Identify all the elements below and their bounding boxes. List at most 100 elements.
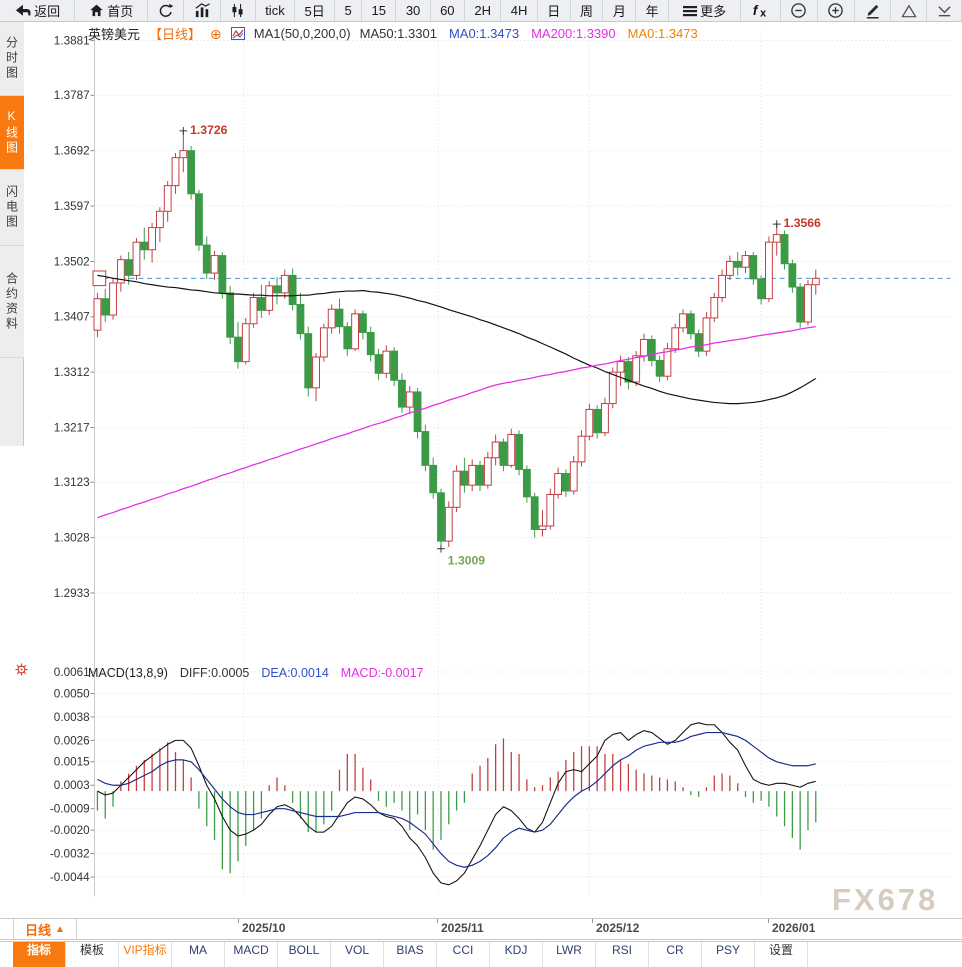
ma-value-label: MA0:1.3473 (448, 26, 520, 41)
indicator-tab[interactable]: BIAS (384, 942, 437, 967)
toolbar-period-60-button[interactable]: 60 (431, 0, 465, 21)
toolbar-item-label: 更多 (700, 4, 727, 19)
price-axis-label: 1.3407 (54, 311, 90, 324)
toolbar-draw-button[interactable] (855, 0, 892, 21)
chart-type-sidebar: 分时图 K线图 闪电图 合约资料 (0, 22, 24, 446)
toolbar-zoom-out-button[interactable] (781, 0, 818, 21)
toolbar-bar-chart-button[interactable] (184, 0, 221, 21)
macd-axis-label: 0.0026 (54, 734, 90, 747)
svg-text:f: f (752, 3, 758, 18)
toolbar-zoom-in-button[interactable] (818, 0, 855, 21)
indicator-tab[interactable]: 设置 (755, 942, 808, 967)
toolbar-triangle-up-button[interactable] (891, 0, 928, 21)
toolbar-period-tick-button[interactable]: tick (256, 0, 296, 21)
toolbar-home-button[interactable]: 首页 (75, 0, 149, 21)
toolbar-candlestick-button[interactable] (221, 0, 256, 21)
sidebar-tab-time-share-chart[interactable]: 分时图 (0, 22, 24, 96)
indicator-tab[interactable]: KDJ (490, 942, 543, 967)
toolbar-item-label: 30 (405, 3, 421, 18)
x-axis-date-label: 2026/01 (772, 921, 816, 935)
x-axis-date-label: 2025/12 (596, 921, 640, 935)
macd-title: MACD(13,8,9) (88, 666, 168, 680)
indicator-tab[interactable]: 模板 (66, 942, 119, 967)
toolbar-refresh-button[interactable] (148, 0, 185, 21)
svg-text:x: x (760, 7, 766, 18)
macd-axis-label: -0.0032 (50, 847, 90, 860)
current-price-tag (92, 270, 107, 287)
fx678-watermark: FX678 (832, 882, 939, 917)
toolbar-period-15-button[interactable]: 15 (362, 0, 397, 21)
candlesticks (93, 130, 820, 549)
zoom-out-icon (790, 2, 807, 19)
annotation-label: 1.3726 (190, 123, 227, 137)
macd-axis-label: -0.0020 (50, 824, 90, 837)
toolbar-period-5-button[interactable]: 5 (335, 0, 363, 21)
period-selector[interactable]: 日线 ▲ (13, 919, 77, 940)
toolbar-period-30-button[interactable]: 30 (396, 0, 431, 21)
toolbar-item-label: 日 (547, 4, 561, 19)
toolbar-period-year-button[interactable]: 年 (636, 0, 670, 21)
add-to-watchlist-icon[interactable]: ⊕ (210, 25, 222, 42)
back-arrow-icon (14, 3, 31, 18)
zoom-in-icon (827, 2, 844, 19)
indicator-tab[interactable]: CR (649, 942, 702, 967)
price-axis-label: 1.3028 (54, 532, 90, 545)
toolbar-item-label: 15 (371, 3, 387, 18)
x-axis-tick (592, 919, 593, 923)
indicator-tab[interactable]: 指标 (13, 942, 66, 967)
toolbar-item-label: 返回 (34, 4, 61, 19)
toolbar-period-day-button[interactable]: 日 (538, 0, 571, 21)
toolbar-period-5d-button[interactable]: 5日 (295, 0, 336, 21)
indicator-tab[interactable]: VOL (331, 942, 384, 967)
toolbar-collapse-button[interactable] (927, 0, 962, 21)
ma-settings-label: MA1(50,0,200,0) (253, 26, 351, 41)
macd-axis-label: 0.0003 (54, 779, 90, 792)
indicator-tab[interactable]: VIP指标 (119, 942, 172, 967)
sidebar-tab-contract-info[interactable]: 合约资料 (0, 246, 24, 358)
toolbar-more-button[interactable]: 更多 (669, 0, 742, 21)
sidebar-tab-kline-chart[interactable]: K线图 (0, 96, 24, 170)
annotation-label: 1.3566 (784, 216, 821, 230)
toolbar-period-month-button[interactable]: 月 (603, 0, 637, 21)
toolbar-item-label: 5日 (304, 4, 325, 19)
top-toolbar: 返回 首页 tick 5日 5 15 30 60 2H 4H 日 周 月 年 更多 f x (0, 0, 962, 22)
indicator-tab[interactable]: CCI (437, 942, 490, 967)
indicator-tab[interactable]: LWR (543, 942, 596, 967)
toolbar-period-2h-button[interactable]: 2H (465, 0, 502, 21)
indicator-tab[interactable]: PSY (702, 942, 755, 967)
sidebar-tab-flash-chart[interactable]: 闪电图 (0, 170, 24, 246)
macd-histogram (96, 738, 817, 874)
axis-labels: 1.3881 1.3787 1.3692 1.3597 1.3502 1.3407 1.33… (50, 34, 90, 883)
macd-axis-label: -0.0009 (50, 803, 90, 816)
macd-value-label: DIFF:0.0005 (179, 666, 250, 680)
toolbar-item-label: 周 (580, 4, 594, 19)
kline-chart-canvas[interactable]: 1.3881 1.3787 1.3692 1.3597 1.3502 1.3407 1.33… (0, 22, 962, 918)
price-annotations: 1.3726 1.3566 1.3009 (179, 123, 821, 567)
mini-chart-icon (230, 27, 245, 40)
time-axis-bar: 日线 ▲ 2025/10 2025/11 2025/12 2026/01 (0, 918, 962, 940)
indicator-tab[interactable]: BOLL (278, 942, 331, 967)
indicator-tab[interactable]: RSI (596, 942, 649, 967)
macd-values: DIFF:0.0005 DEA:0.0014 MACD:-0.0017 (180, 666, 424, 680)
macd-axis-label: 0.0050 (54, 687, 90, 700)
toolbar-back-button[interactable]: 返回 (0, 0, 76, 21)
refresh-icon (158, 3, 174, 19)
home-icon (89, 3, 104, 18)
macd-dea-line (97, 731, 816, 868)
toolbar-item-label: tick (265, 3, 285, 18)
toolbar-period-4h-button[interactable]: 4H (501, 0, 538, 21)
x-axis-tick (768, 919, 769, 923)
indicator-tab[interactable]: MA (172, 942, 225, 967)
price-axis-label: 1.3217 (54, 421, 90, 434)
pencil-icon (864, 2, 881, 19)
price-axis-label: 1.2933 (54, 587, 90, 600)
macd-settings-icon[interactable] (15, 663, 28, 681)
toolbar-period-week-button[interactable]: 周 (571, 0, 604, 21)
indicator-tab[interactable]: MACD (225, 942, 278, 967)
x-axis-tick (437, 919, 438, 923)
ma200-line (97, 325, 816, 519)
price-axis-label: 1.3881 (54, 34, 90, 47)
